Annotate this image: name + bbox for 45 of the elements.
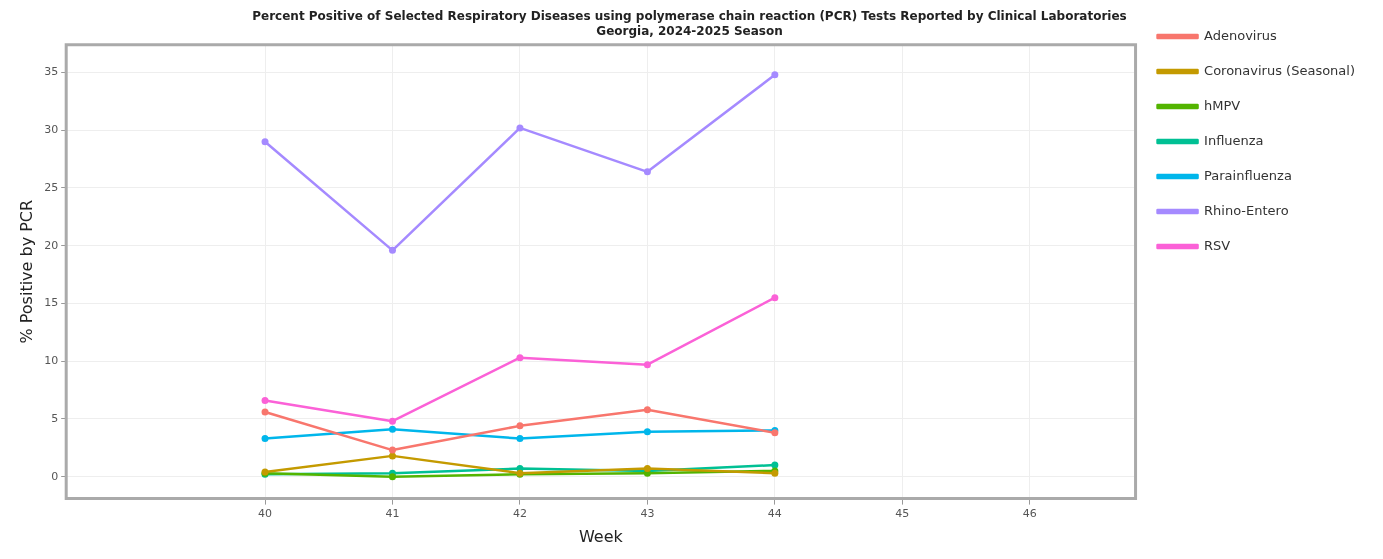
y-tick-label: 25 — [44, 180, 59, 194]
point — [643, 361, 651, 369]
point — [516, 422, 524, 430]
legend-label: Parainfluenza — [1204, 167, 1292, 183]
x-axis-title: Week — [578, 526, 624, 546]
y-tick-label: 35 — [44, 65, 59, 79]
point — [261, 435, 269, 443]
point — [643, 406, 651, 414]
y-tick-label: 5 — [51, 411, 59, 425]
y-tick-label: 30 — [44, 123, 59, 137]
legend-label: Influenza — [1204, 132, 1264, 148]
y-tick-label: 15 — [44, 296, 59, 310]
point — [388, 246, 396, 254]
x-tick-label: 46 — [1022, 507, 1037, 521]
legend-label: Adenovirus — [1204, 27, 1278, 43]
text: Georgia, 2024-2025 Season — [596, 23, 783, 38]
legend-label: hMPV — [1204, 97, 1241, 113]
point — [261, 408, 269, 416]
point — [516, 124, 524, 132]
point — [388, 417, 396, 425]
y-tick-label: 0 — [51, 469, 59, 483]
legend-label: RSV — [1204, 237, 1231, 253]
point — [643, 168, 651, 176]
point — [516, 354, 524, 362]
text: Percent Positive of Selected Respiratory Diseases using polymerase chain reaction (PCR) Tests Reported by Clinical Laboratories — [252, 9, 1127, 24]
legend-label: Rhino-Entero — [1204, 202, 1289, 218]
point — [643, 428, 651, 436]
y-tick-label: 10 — [44, 354, 59, 368]
x-tick-label: 43 — [640, 507, 655, 521]
y-tick-label: 20 — [44, 238, 59, 252]
point — [388, 446, 396, 454]
point — [261, 396, 269, 404]
legend-label: Coronavirus (Seasonal) — [1204, 62, 1356, 78]
x-tick-label: 45 — [895, 507, 910, 521]
point — [516, 435, 524, 443]
x-tick-label: 40 — [258, 507, 273, 521]
x-tick-label: 41 — [385, 507, 400, 521]
y-axis-title: % Positive by PCR — [16, 199, 36, 344]
point — [771, 71, 779, 79]
x-tick-label: 42 — [512, 507, 527, 521]
point — [388, 473, 396, 481]
point — [261, 138, 269, 146]
x-tick-label: 44 — [767, 507, 782, 521]
point — [388, 425, 396, 433]
point — [771, 294, 779, 302]
